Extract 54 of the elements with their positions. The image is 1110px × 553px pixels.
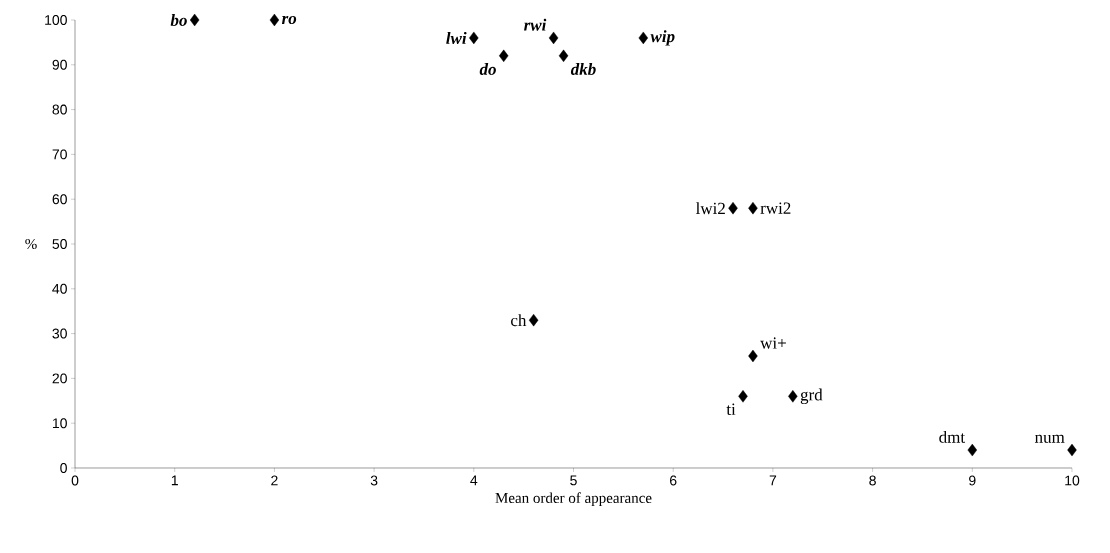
x-tick-label: 5 [570,475,577,486]
x-tick-label: 0 [71,475,79,486]
point [748,201,758,215]
annotation: num [1034,434,1065,443]
annotation: lwi [446,31,467,44]
annotation: dkb [570,63,596,76]
point [469,31,479,45]
point [1067,443,1077,457]
annotation: do [479,63,496,75]
x-tick-label: 9 [969,475,976,486]
annotation: ti [726,403,736,415]
annotation: wip [650,30,675,46]
point [967,443,977,457]
x-tick-label: 1 [171,475,178,486]
annotation: wi+ [760,337,786,349]
y-tick-label: 100 [45,15,67,25]
y-tick-label: 20 [52,373,67,384]
point [269,13,280,27]
y-tick-label: 80 [52,104,67,115]
annotation: lwi2 [695,202,725,215]
x-tick-label: 3 [370,475,378,486]
x-axis-title: Mean order of appearance [495,492,652,507]
point [748,349,758,363]
point [788,390,798,403]
y-axis-title: % [25,238,37,250]
annotation: grd [800,388,823,405]
annotation: rwi [524,18,547,31]
x-tick-label: 7 [769,475,777,486]
annotation: rwi2 [760,202,791,214]
point [728,201,738,215]
y-tick-label: 30 [52,328,67,339]
y-tick-label: 90 [52,59,67,70]
point [189,13,200,27]
annotation: bo [170,14,187,26]
x-tick-label: 2 [271,475,278,486]
annotation: ro [281,15,297,25]
point [499,49,509,63]
y-tick-label: 50 [52,239,67,249]
y-tick-label: 70 [52,149,67,160]
y-tick-label: 0 [60,463,67,473]
y-tick-label: 60 [52,194,67,205]
point [638,31,648,45]
x-tick-label: 8 [869,475,876,486]
annotation: dmt [939,430,966,443]
annotation: ch [511,314,527,327]
point [558,49,569,63]
x-tick-label: 6 [670,475,677,486]
point [528,313,539,327]
x-tick-label: 4 [470,475,478,486]
y-tick-label: 40 [52,283,67,294]
point [738,390,748,403]
y-tick-label: 10 [52,418,67,429]
x-tick-label: 10 [1065,475,1080,486]
point [548,31,559,45]
